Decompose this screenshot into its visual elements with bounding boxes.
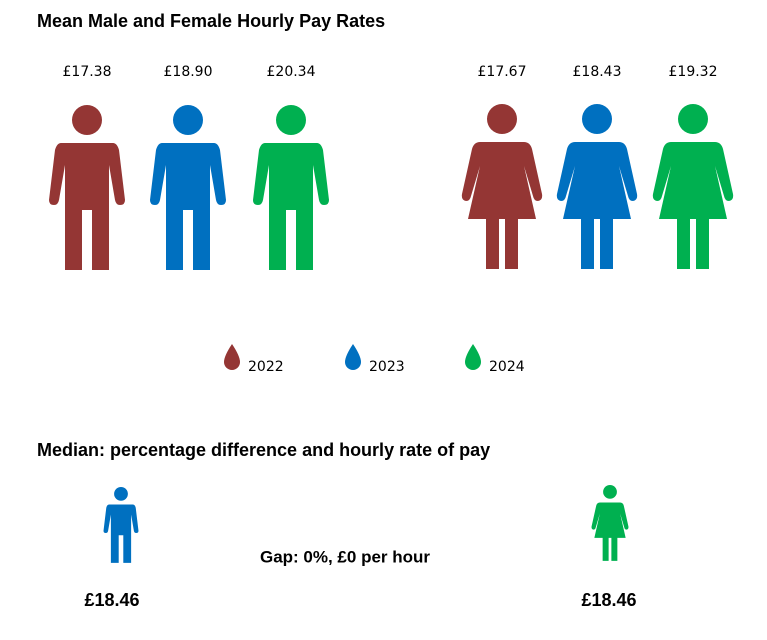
- male-value: £18.90: [164, 64, 213, 80]
- body: [49, 143, 125, 270]
- male-value: £17.38: [63, 64, 112, 80]
- body: [461, 142, 543, 269]
- legend-drop: [465, 344, 481, 370]
- head: [72, 105, 102, 135]
- legend-label: 2023: [369, 359, 405, 375]
- mean-title: Mean Male and Female Hourly Pay Rates: [37, 11, 385, 31]
- female-figure: [652, 104, 734, 269]
- female-value: £17.67: [478, 64, 527, 80]
- body: [652, 142, 734, 269]
- legend-drop: [345, 344, 361, 370]
- male-value: £20.34: [267, 64, 316, 80]
- head: [487, 104, 517, 134]
- median-female-figure: [591, 485, 629, 561]
- head: [582, 104, 612, 134]
- legend-label: 2022: [248, 359, 284, 375]
- male-figure: [49, 105, 125, 270]
- median-title: Median: percentage difference and hourly…: [37, 440, 490, 460]
- head: [173, 105, 203, 135]
- head: [678, 104, 708, 134]
- female-figure: [556, 104, 638, 269]
- head: [114, 487, 128, 501]
- median-male: £18.46: [84, 590, 139, 610]
- body: [556, 142, 638, 269]
- median-male-figure: [103, 487, 139, 563]
- body: [253, 143, 329, 270]
- head: [603, 485, 617, 499]
- gap-text: Gap: 0%, £0 per hour: [260, 547, 430, 566]
- legend-drop: [224, 344, 240, 370]
- female-figure: [461, 104, 543, 269]
- body: [103, 504, 139, 563]
- median-female: £18.46: [581, 590, 636, 610]
- head: [276, 105, 306, 135]
- male-figure: [253, 105, 329, 270]
- male-figure: [150, 105, 226, 270]
- female-value: £19.32: [669, 64, 718, 80]
- female-value: £18.43: [573, 64, 622, 80]
- body: [150, 143, 226, 270]
- body: [591, 502, 629, 561]
- legend-label: 2024: [489, 359, 525, 375]
